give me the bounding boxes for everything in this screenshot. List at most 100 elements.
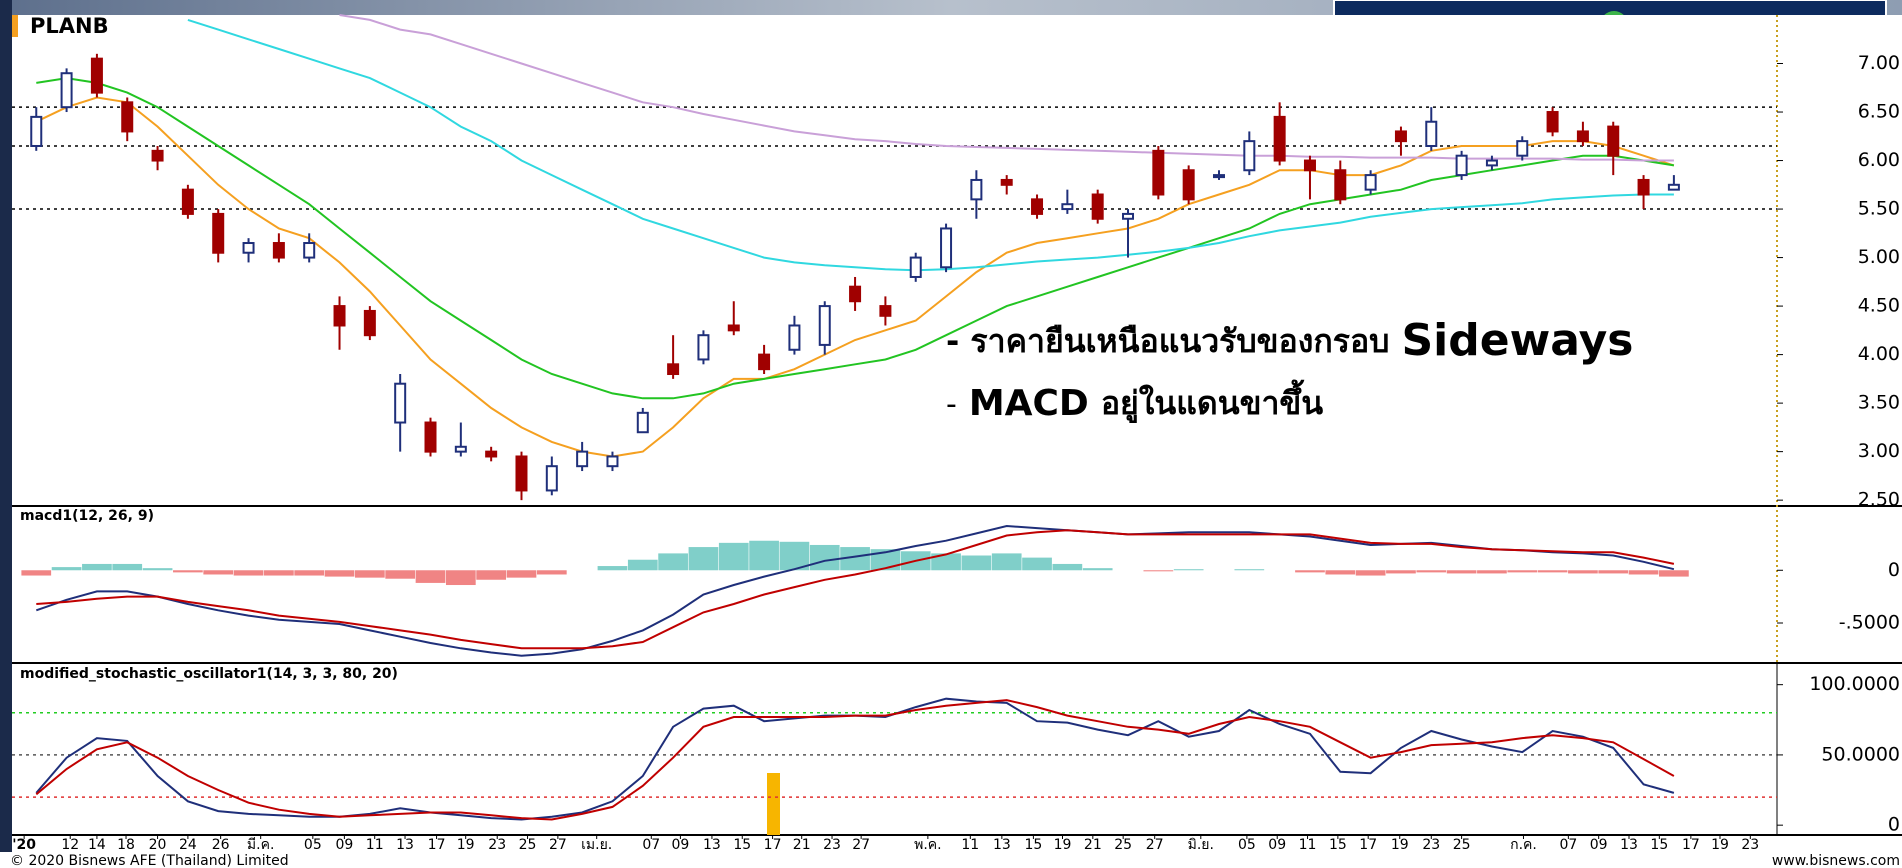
histogram-bar (1537, 570, 1568, 573)
candle-body (181, 188, 194, 215)
histogram-bar (1022, 557, 1052, 571)
candle-body (242, 242, 255, 254)
x-tick-label: 07 (1559, 837, 1577, 853)
candle-body (1607, 125, 1620, 157)
candle-body (151, 149, 164, 162)
panel: macd1(12, 26, 9) -.5000 0 (20, 508, 1900, 657)
chart-area (12, 15, 1902, 835)
candle-body (1061, 203, 1074, 211)
x-tick-label: 17 (1359, 837, 1377, 853)
x-tick-label: 09 (671, 837, 689, 853)
x-tick-label: 25 (1453, 837, 1471, 853)
histogram-bar (21, 570, 52, 576)
signal-marker (767, 773, 780, 835)
x-tick-label: '20 (12, 837, 36, 853)
x-tick-label: 12 (61, 837, 79, 853)
indicator-line (35, 699, 1675, 821)
candle-body (30, 115, 43, 147)
candle-body (1546, 111, 1559, 133)
x-tick-label: 18 (117, 837, 135, 853)
histogram-bar (961, 555, 992, 571)
histogram-bar (809, 544, 840, 571)
histogram-bar (931, 553, 961, 571)
candle-body (1273, 115, 1286, 162)
x-tick-label: 17 (428, 837, 446, 853)
y-tick-label: -.5000 (1839, 611, 1900, 633)
y-tick-label: 0 (1888, 559, 1900, 581)
histogram-bar (1295, 570, 1325, 573)
histogram-bar (173, 570, 203, 573)
histogram-bar (1628, 570, 1659, 575)
histogram-bar (1568, 570, 1598, 574)
x-tick-label: 14 (88, 837, 106, 853)
candle-body (60, 72, 73, 109)
x-tick-label: 21 (1084, 837, 1102, 853)
histogram-bar (354, 570, 385, 578)
x-tick-label: 15 (1024, 837, 1042, 853)
histogram-bar (1234, 569, 1265, 571)
copyright: © 2020 Bisnews AFE (Thailand) Limited (10, 853, 289, 868)
indicator-line (36, 529, 1675, 650)
histogram-bar (506, 570, 537, 578)
y-tick-label: 5.50 (1858, 198, 1900, 220)
x-tick-label: มี.ค. (247, 837, 275, 853)
x-tick-label: 11 (1299, 837, 1317, 853)
candle-body (970, 178, 983, 201)
x-tick-label: 09 (1268, 837, 1286, 853)
candle-body (727, 324, 740, 332)
histogram-bar (536, 570, 567, 575)
panel: modified_stochastic_oscillator1(14, 3, 3… (12, 666, 1900, 853)
candle-body (454, 445, 467, 453)
candle-body (1425, 120, 1438, 147)
candle-body (1394, 130, 1407, 143)
candle-body (849, 285, 862, 303)
histogram-bar (1143, 570, 1174, 572)
indicator-line (187, 18, 1674, 272)
x-tick-label: 27 (549, 837, 567, 853)
x-tick-label: 09 (1590, 837, 1608, 853)
y-tick-label: 5.00 (1858, 246, 1900, 268)
x-tick-label: 23 (823, 837, 841, 853)
candle-body (606, 455, 619, 468)
histogram-bar (233, 570, 264, 576)
x-tick-label: เม.ย. (581, 837, 612, 853)
candle-body (636, 411, 649, 434)
histogram-bar (112, 563, 143, 571)
x-tick-label: 27 (852, 837, 870, 853)
candle-body (303, 242, 316, 259)
candle-body (1152, 149, 1165, 196)
y-tick-label: 0 (1888, 814, 1900, 836)
x-tick-label: 15 (1650, 837, 1668, 853)
x-tick-label: 09 (335, 837, 353, 853)
candle-body (879, 305, 892, 317)
x-tick-label: 15 (1329, 837, 1347, 853)
histogram-bar (840, 547, 870, 571)
histogram-bar (627, 559, 658, 571)
histogram-bar (324, 570, 355, 577)
annotation-part: - (946, 387, 957, 422)
histogram-bar (445, 570, 476, 586)
panel-title: macd1(12, 26, 9) (20, 508, 154, 524)
x-tick-label: 05 (1238, 837, 1256, 853)
x-tick-label: 13 (993, 837, 1011, 853)
x-tick-label: 24 (179, 837, 197, 853)
annotation-part: Sideways (1401, 315, 1633, 366)
candle-body (1516, 140, 1529, 157)
y-tick-label: 3.50 (1858, 392, 1900, 414)
y-tick-label: 50.0000 (1821, 743, 1900, 765)
y-tick-label: 4.50 (1858, 295, 1900, 317)
candle-body (424, 421, 437, 453)
candle-body (1212, 174, 1225, 179)
histogram-bar (1173, 569, 1204, 571)
histogram-bar (51, 567, 82, 571)
annotation-part: อยู่ในแดนขาขึ้น (1101, 379, 1323, 424)
histogram-bar (142, 568, 173, 571)
annotation-part: - ราคายืนเหนือแนวรับของกรอบ (946, 322, 1389, 360)
histogram-bar (476, 570, 507, 580)
candle-body (545, 465, 558, 492)
x-tick-label: 25 (519, 837, 537, 853)
y-tick-label: 6.50 (1858, 101, 1900, 123)
candle-body (515, 455, 528, 492)
candle-body (121, 101, 134, 133)
histogram-bar (1446, 570, 1477, 574)
